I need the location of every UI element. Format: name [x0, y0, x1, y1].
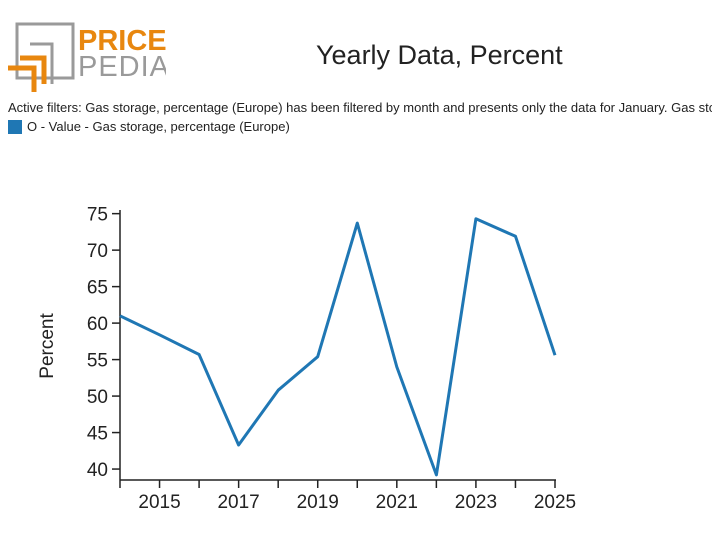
logo-word-pedia: PEDIA: [78, 51, 166, 83]
y-tick-label: 55: [87, 351, 108, 372]
x-axis-ticks: 2015 2017 2019 2021 2023 2025: [119, 480, 576, 513]
y-axis-title: Percent: [37, 313, 58, 379]
x-tick-label: 2015: [138, 492, 180, 513]
logo-word-price: PRICE: [78, 25, 166, 57]
pricepedia-logo: PRICE PEDIA: [8, 22, 166, 92]
x-tick-label: 2019: [297, 492, 339, 513]
legend-swatch: [8, 119, 22, 134]
y-tick-label: 40: [87, 460, 108, 481]
x-tick-label: 2021: [376, 492, 418, 513]
x-tick-label: 2023: [455, 492, 497, 513]
legend-label: O - Value - Gas storage, percentage (Eur…: [27, 119, 290, 134]
x-tick-label: 2017: [217, 492, 259, 513]
series-line-gas-storage: [119, 217, 557, 477]
y-tick-label: 75: [87, 205, 108, 226]
y-tick-label: 70: [87, 241, 108, 262]
active-filters-text: Active filters: Gas storage, percentage …: [8, 100, 712, 115]
y-tick-label: 45: [87, 424, 108, 445]
y-tick-label: 65: [87, 278, 108, 299]
y-tick-label: 60: [87, 314, 108, 335]
x-tick-label: 2025: [534, 492, 576, 513]
legend[interactable]: O - Value - Gas storage, percentage (Eur…: [8, 119, 290, 134]
y-axis-ticks: 40 45 50 55 60 65 70 75: [87, 205, 120, 481]
y-tick-label: 50: [87, 387, 108, 408]
